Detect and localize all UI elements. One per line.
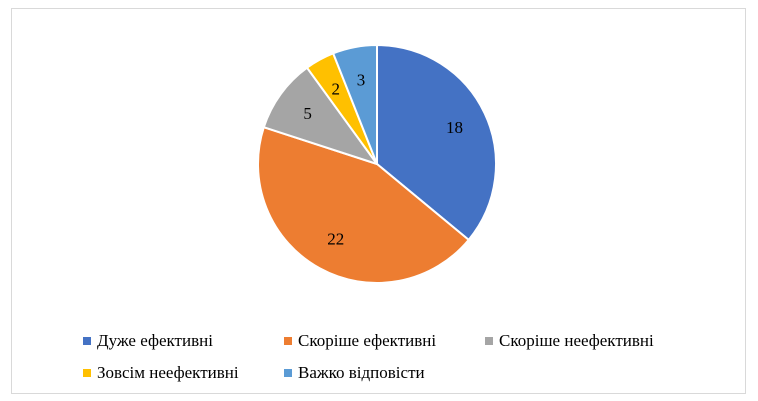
legend-item-very-effective: Дуже ефективні xyxy=(83,331,213,351)
legend-item-rather-ineffective: Скоріше неефективні xyxy=(485,331,654,351)
pie-slice-very-effective xyxy=(376,43,497,242)
data-label-very-effective: 18 xyxy=(446,118,463,137)
legend: Дуже ефективні Скоріше ефективні Скоріше… xyxy=(0,322,758,392)
pie-slice-rather-effective xyxy=(257,125,471,284)
data-label-hard-to-answer: 3 xyxy=(357,70,366,89)
legend-swatch-very-effective xyxy=(83,337,91,345)
legend-swatch-completely-ineffective xyxy=(83,369,91,377)
legend-item-rather-effective: Скоріше ефективні xyxy=(284,331,436,351)
legend-label-completely-ineffective: Зовсім неефективні xyxy=(97,363,239,382)
legend-label-rather-effective: Скоріше ефективні xyxy=(298,331,437,350)
data-label-completely-ineffective: 2 xyxy=(331,79,340,98)
legend-label-rather-ineffective: Скоріше неефективні xyxy=(499,331,654,350)
pie-data-labels: 18 22 52 3 xyxy=(303,70,463,248)
pie-slice-hard-to-answer xyxy=(331,43,378,165)
legend-item-hard-to-answer: Важко відповісти xyxy=(284,363,425,383)
legend-swatch-rather-ineffective xyxy=(485,337,493,345)
data-label-rather-ineffective: 5 xyxy=(303,104,312,123)
legend-label-hard-to-answer: Важко відповісти xyxy=(298,363,425,382)
legend-item-completely-ineffective: Зовсім неефективні xyxy=(83,363,239,383)
legend-label-very-effective: Дуже ефективні xyxy=(97,331,213,350)
pie-slice-rather-ineffective xyxy=(262,66,380,166)
legend-row-2: Зовсім неефективні Важко відповісти xyxy=(0,360,758,386)
legend-swatch-hard-to-answer xyxy=(284,369,292,377)
pie-slices xyxy=(257,43,497,284)
data-label-rather-effective: 22 xyxy=(327,230,344,249)
legend-row-1: Дуже ефективні Скоріше ефективні Скоріше… xyxy=(0,328,758,354)
legend-swatch-rather-effective xyxy=(284,337,292,345)
